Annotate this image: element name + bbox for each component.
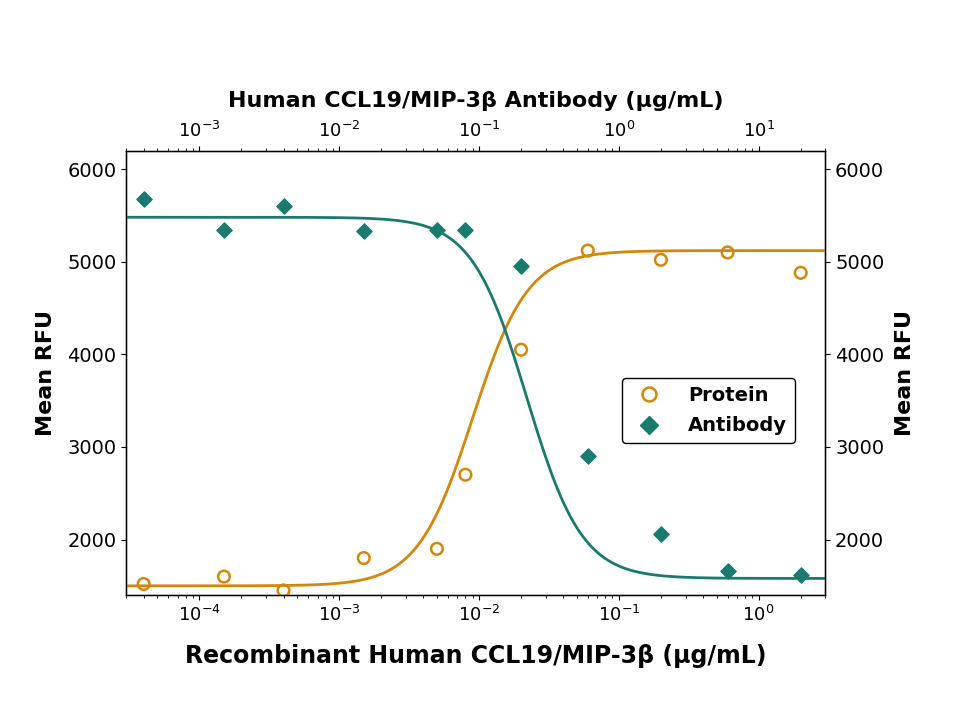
X-axis label: Recombinant Human CCL19/MIP-3β (μg/mL): Recombinant Human CCL19/MIP-3β (μg/mL) — [185, 645, 766, 668]
Point — [653, 528, 669, 540]
Point — [356, 225, 372, 237]
Point — [276, 585, 291, 597]
Y-axis label: Mean RFU: Mean RFU — [895, 310, 916, 436]
Point — [429, 224, 445, 236]
Point — [514, 260, 529, 272]
Point — [457, 224, 473, 236]
Point — [653, 254, 669, 265]
Point — [580, 450, 595, 462]
Point — [136, 578, 151, 589]
Point — [457, 469, 473, 480]
Point — [356, 552, 372, 564]
Point — [580, 244, 595, 256]
Point — [793, 267, 809, 278]
Point — [720, 247, 735, 258]
Point — [793, 569, 809, 581]
Legend: Protein, Antibody: Protein, Antibody — [621, 378, 794, 443]
Point — [514, 344, 529, 356]
Point — [429, 543, 445, 554]
X-axis label: Human CCL19/MIP-3β Antibody (μg/mL): Human CCL19/MIP-3β Antibody (μg/mL) — [228, 91, 723, 111]
Point — [720, 565, 735, 576]
Point — [217, 571, 232, 582]
Y-axis label: Mean RFU: Mean RFU — [36, 310, 56, 436]
Point — [276, 200, 291, 212]
Point — [136, 193, 151, 204]
Point — [217, 224, 232, 236]
